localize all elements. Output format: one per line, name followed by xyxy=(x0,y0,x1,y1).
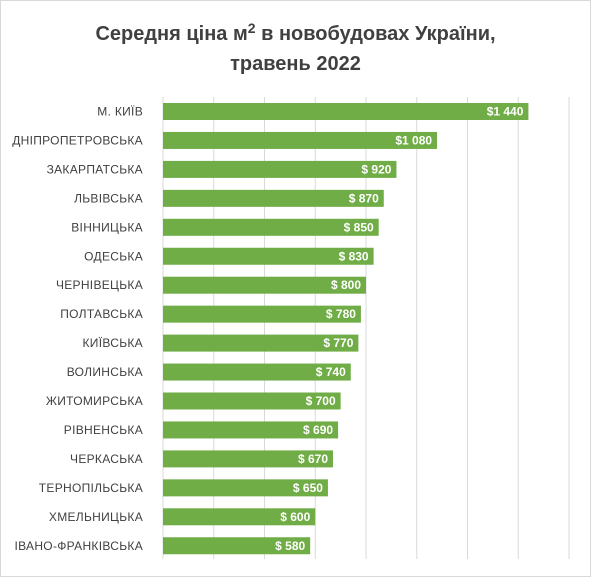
bar xyxy=(163,160,397,178)
bar xyxy=(163,363,351,381)
category-label: ХМЕЛЬНИЦЬКА xyxy=(49,510,143,524)
value-label: $ 870 xyxy=(349,191,379,205)
bar xyxy=(163,392,341,410)
chart-title-line2: травень 2022 xyxy=(230,53,361,75)
value-label: $ 830 xyxy=(339,249,369,263)
category-labels: М. КИЇВ ДНІПРОПЕТРОВСЬКА ЗАКАРПАТСЬКА ЛЬВІВ… xyxy=(12,105,143,553)
bar xyxy=(163,131,438,149)
category-label: ПОЛТАВСЬКА xyxy=(60,307,143,321)
bar xyxy=(163,479,328,497)
chart-title: Середня ціна м2 в новобудовах України, т… xyxy=(1,19,590,79)
category-label: ТЕРНОПІЛЬСЬКА xyxy=(39,481,143,495)
category-label: ЧЕРНІВЕЦЬКА xyxy=(56,278,143,292)
chart-title-superscript: 2 xyxy=(247,20,256,36)
category-label: М. КИЇВ xyxy=(97,105,143,119)
bar xyxy=(163,334,359,352)
value-label: $ 740 xyxy=(316,365,346,379)
bar xyxy=(163,189,384,207)
bar xyxy=(163,276,366,294)
category-label: ЖИТОМИРСЬКА xyxy=(46,394,143,408)
value-labels: $1 440 $1 080 $ 920 $ 870 $ 850 $ 830 $ 800 $ 7… xyxy=(275,105,524,553)
bar xyxy=(163,103,529,120)
category-label: ЧЕРКАСЬКА xyxy=(70,452,143,466)
bar xyxy=(163,450,334,468)
value-label: $ 670 xyxy=(298,452,328,466)
value-label: $ 700 xyxy=(306,394,336,408)
value-label: $ 580 xyxy=(275,539,305,553)
category-label: ІВАНО-ФРАНКІВСЬКА xyxy=(15,539,144,553)
category-label: ВОЛИНСЬКА xyxy=(67,365,143,379)
value-label: $ 650 xyxy=(293,481,323,495)
bar xyxy=(163,247,374,265)
chart-title-prefix: Середня ціна м xyxy=(95,23,248,45)
bars xyxy=(163,103,529,555)
value-label: $ 770 xyxy=(323,336,353,350)
value-label: $ 850 xyxy=(344,220,374,234)
category-label: ЗАКАРПАТСЬКА xyxy=(47,162,143,176)
category-label: РІВНЕНСЬКА xyxy=(64,423,143,437)
value-label: $1 080 xyxy=(395,133,432,147)
value-label: $ 780 xyxy=(326,307,356,321)
category-label: КИЇВСЬКА xyxy=(83,336,144,350)
value-label: $1 440 xyxy=(487,105,524,119)
value-label: $ 690 xyxy=(303,423,333,437)
value-label: $ 920 xyxy=(361,162,391,176)
value-label: $ 800 xyxy=(331,278,361,292)
bar xyxy=(163,421,339,439)
category-label: ДНІПРОПЕТРОВСЬКА xyxy=(12,133,143,147)
category-label: ВІННИЦЬКА xyxy=(71,220,143,234)
value-label: $ 600 xyxy=(280,510,310,524)
category-label: ОДЕСЬКА xyxy=(84,249,143,263)
bar xyxy=(163,508,316,526)
category-label: ЛЬВІВСЬКА xyxy=(74,191,143,205)
bar xyxy=(163,218,379,236)
chart-title-suffix: в новобудовах України, xyxy=(255,23,496,45)
bar xyxy=(163,537,311,555)
bar xyxy=(163,305,361,323)
